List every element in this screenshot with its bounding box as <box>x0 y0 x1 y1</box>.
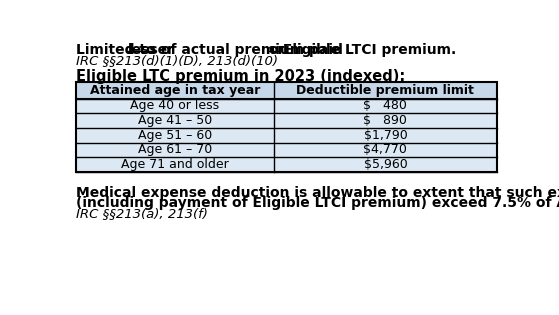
Text: (including payment of Eligible LTCI premium) exceed 7.5% of AGI: (including payment of Eligible LTCI prem… <box>76 197 559 210</box>
Text: $5,960: $5,960 <box>363 158 408 171</box>
Text: $1,790: $1,790 <box>363 129 408 142</box>
Text: of actual premium paid: of actual premium paid <box>156 43 348 57</box>
Bar <box>76 99 497 113</box>
Bar <box>76 82 497 99</box>
Text: Age 41 – 50: Age 41 – 50 <box>138 114 212 127</box>
Text: lesser: lesser <box>127 43 174 57</box>
Text: or: or <box>268 43 285 57</box>
Bar <box>76 82 497 172</box>
Bar <box>76 157 497 172</box>
Text: Eligible LTCI premium.: Eligible LTCI premium. <box>278 43 456 57</box>
Text: Limited to: Limited to <box>76 43 160 57</box>
Text: Attained age in tax year: Attained age in tax year <box>90 84 260 97</box>
Bar <box>76 142 497 157</box>
Text: Age 71 and older: Age 71 and older <box>121 158 229 171</box>
Text: Medical expense deduction is allowable to extent that such expenses: Medical expense deduction is allowable t… <box>76 186 559 200</box>
Text: Deductible premium limit: Deductible premium limit <box>296 84 475 97</box>
Text: IRC §§213(a), 213(f): IRC §§213(a), 213(f) <box>76 207 208 220</box>
Text: $4,770: $4,770 <box>363 143 408 156</box>
Bar <box>76 128 497 142</box>
Text: $   890: $ 890 <box>363 114 408 127</box>
Bar <box>76 113 497 128</box>
Text: IRC §§213(d)(1)(D), 213(d)(10): IRC §§213(d)(1)(D), 213(d)(10) <box>76 54 278 67</box>
Text: Eligible LTC premium in 2023 (indexed):: Eligible LTC premium in 2023 (indexed): <box>76 69 405 83</box>
Text: Age 51 – 60: Age 51 – 60 <box>138 129 212 142</box>
Text: Age 61 – 70: Age 61 – 70 <box>138 143 212 156</box>
Text: $   480: $ 480 <box>363 100 408 112</box>
Text: Age 40 or less: Age 40 or less <box>130 100 220 112</box>
